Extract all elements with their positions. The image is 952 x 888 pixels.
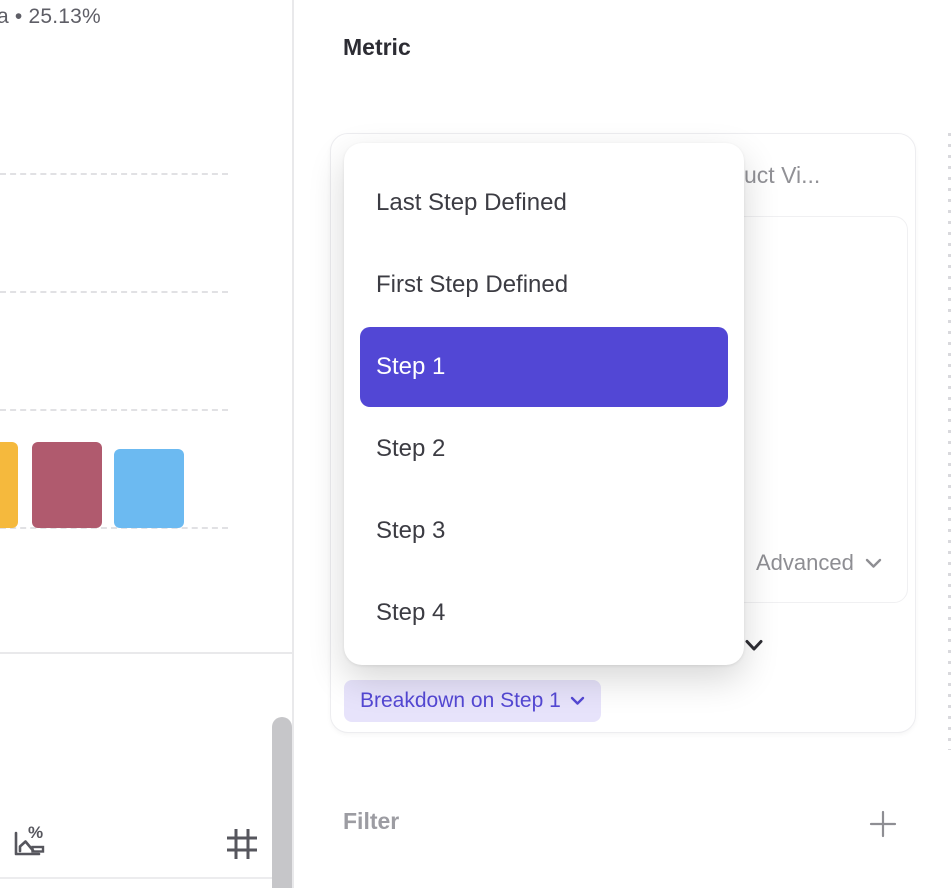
hash-number-icon[interactable] bbox=[224, 826, 260, 862]
dropdown-option-step-1-selected[interactable]: Step 1 bbox=[360, 327, 728, 407]
series-percentage-label: a • 25.13% bbox=[0, 5, 101, 28]
chevron-down-icon bbox=[570, 696, 585, 706]
adjacent-card-dotted-edge bbox=[948, 133, 951, 750]
chart-gridline bbox=[0, 409, 228, 411]
breakdown-button-label: Breakdown on Step 1 bbox=[360, 689, 561, 712]
dropdown-option-step-4[interactable]: Step 4 bbox=[376, 599, 446, 626]
dropdown-option-step-2[interactable]: Step 2 bbox=[376, 435, 446, 462]
breakdown-on-step-button[interactable]: Breakdown on Step 1 bbox=[344, 680, 601, 722]
chart-bar-maroon[interactable] bbox=[32, 442, 102, 528]
dropdown-option-step-3[interactable]: Step 3 bbox=[376, 517, 446, 544]
dropdown-option-last-step-defined[interactable]: Last Step Defined bbox=[376, 189, 567, 216]
scrollbar-thumb[interactable] bbox=[272, 717, 292, 888]
filter-section-heading: Filter bbox=[343, 808, 400, 834]
dropdown-option-first-step-defined[interactable]: First Step Defined bbox=[376, 271, 569, 298]
add-filter-button[interactable] bbox=[868, 809, 898, 844]
chart-bar-blue[interactable] bbox=[114, 449, 184, 528]
chart-gridline bbox=[0, 173, 228, 175]
step-select-dropdown: Last Step Defined First Step Defined Ste… bbox=[344, 143, 744, 665]
metric-section-heading: Metric bbox=[343, 34, 411, 60]
chart-bar-yellow[interactable] bbox=[0, 442, 18, 528]
chevron-down-icon bbox=[865, 558, 882, 569]
panel-divider bbox=[292, 0, 294, 888]
chart-gridline bbox=[0, 291, 228, 293]
conversion-rate-chart-icon[interactable]: % bbox=[8, 820, 50, 862]
chevron-down-icon[interactable] bbox=[744, 638, 764, 658]
advanced-label: Advanced bbox=[756, 550, 854, 575]
advanced-toggle[interactable]: Advanced bbox=[756, 550, 882, 576]
chart-baseline bbox=[0, 527, 228, 529]
left-panel-bottom-border bbox=[0, 877, 293, 879]
left-panel-section-divider bbox=[0, 652, 293, 654]
event-name-truncated[interactable]: uct Vi... bbox=[744, 162, 821, 188]
svg-text:%: % bbox=[28, 823, 43, 842]
